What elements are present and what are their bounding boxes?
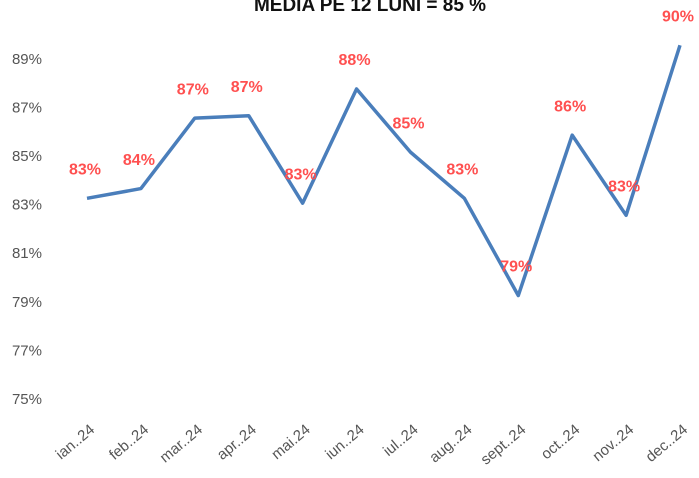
y-tick-label: 87% bbox=[12, 99, 42, 116]
x-tick-label: mar..24 bbox=[157, 421, 206, 466]
x-tick-label: feb..24 bbox=[106, 421, 152, 464]
data-label: 83% bbox=[446, 162, 478, 179]
data-label: 79% bbox=[500, 259, 532, 276]
x-tick-label: dec..24 bbox=[642, 421, 691, 466]
y-tick-label: 83% bbox=[12, 197, 42, 214]
y-tick-label: 85% bbox=[12, 148, 42, 165]
y-tick-label: 75% bbox=[12, 391, 42, 408]
x-tick-label: iul..24 bbox=[380, 421, 422, 460]
x-tick-label: iun..24 bbox=[322, 421, 367, 463]
x-tick-label: sept..24 bbox=[478, 421, 530, 468]
data-label: 85% bbox=[392, 115, 424, 132]
data-label: 87% bbox=[177, 81, 209, 98]
data-label: 83% bbox=[69, 162, 101, 179]
y-tick-label: 89% bbox=[12, 51, 42, 68]
data-label: 87% bbox=[231, 79, 263, 96]
x-tick-label: mai.24 bbox=[268, 421, 313, 463]
y-tick-label: 79% bbox=[12, 294, 42, 311]
data-label: 83% bbox=[285, 166, 317, 183]
chart-title: MEDIA PE 12 LUNI = 85 % bbox=[254, 0, 486, 16]
y-tick-label: 77% bbox=[12, 342, 42, 359]
data-label: 86% bbox=[554, 98, 586, 115]
line bbox=[86, 44, 682, 298]
data-label: 90% bbox=[662, 8, 694, 25]
y-tick-label: 81% bbox=[12, 245, 42, 262]
data-label: 83% bbox=[608, 179, 640, 196]
x-tick-label: ian..24 bbox=[53, 421, 98, 463]
x-tick-label: aug..24 bbox=[426, 421, 475, 466]
data-label: 88% bbox=[339, 52, 371, 69]
data-label: 84% bbox=[123, 152, 155, 169]
x-tick-label: apr..24 bbox=[214, 421, 260, 464]
x-tick-label: oct..24 bbox=[538, 421, 583, 463]
x-tick-label: nov..24 bbox=[589, 421, 637, 465]
